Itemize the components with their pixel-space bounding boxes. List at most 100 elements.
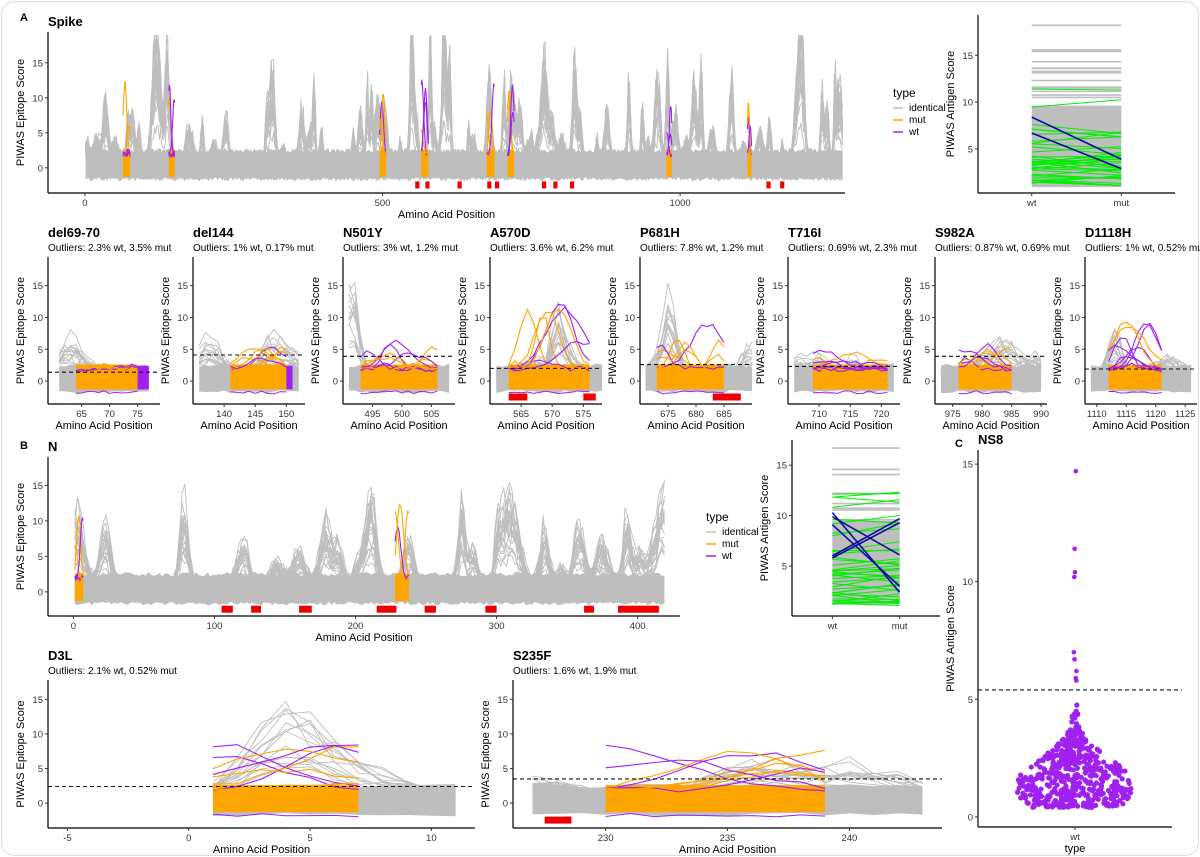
data-point: [1063, 788, 1069, 794]
changed-pair: [1031, 158, 1122, 163]
changed-pair: [1031, 176, 1122, 182]
data-point: [1038, 786, 1044, 792]
y-axis-title: PIWAS Epitope Score: [1052, 277, 1064, 384]
x-tick-label: 140: [216, 409, 232, 420]
data-point: [1053, 764, 1059, 770]
data-point: [1065, 772, 1071, 779]
x-tick-label: 1120: [1146, 409, 1166, 420]
mut-trace: [229, 348, 287, 367]
y-tick-label: 5: [38, 552, 43, 563]
data-point: [1071, 714, 1077, 720]
x-tick-label: 675: [660, 409, 676, 420]
y-tick-label: 10: [327, 313, 338, 324]
mut-trace: [605, 749, 826, 793]
wt-trace: [746, 124, 753, 154]
wt-trace: [230, 390, 287, 395]
data-point: [1074, 803, 1081, 809]
x-tick-label: -5: [63, 833, 71, 844]
identical-trace: [212, 707, 456, 797]
panel-n: 0 5 10 15 0 100 200 300 400 Amino Acid Position PI…: [15, 439, 680, 644]
x-tick-label: 235: [720, 833, 736, 844]
chart-title: T716I: [788, 225, 821, 240]
identical-band: [74, 571, 665, 606]
mut-trace: [958, 348, 1012, 370]
x-axis-title: type: [1065, 843, 1086, 855]
epitope-marker: [712, 393, 741, 401]
data-point: [1056, 802, 1062, 808]
mut-band: [379, 149, 387, 177]
data-point: [1074, 702, 1080, 708]
panel-spike: 0 5 10 15 0 500 1000 Amino Acid Position PIWAS E…: [15, 14, 845, 221]
mutation-traces: [812, 349, 888, 394]
points: [1014, 468, 1134, 810]
chart-title: Spike: [48, 14, 83, 29]
wt-trace: [666, 106, 673, 156]
x-tick-label: 975: [945, 409, 961, 420]
wt-trace: [656, 344, 725, 370]
y-tick-label: 15: [1069, 281, 1080, 292]
data-point: [1028, 764, 1034, 770]
data-point: [1061, 742, 1067, 748]
data-point: [1058, 787, 1064, 794]
data-point: [1028, 786, 1034, 793]
changed-pair: [1031, 131, 1122, 135]
wt-trace: [360, 390, 438, 395]
identical-trace: [212, 766, 456, 799]
changed-pair: [1031, 162, 1122, 171]
mut-trace: [605, 771, 826, 790]
x-tick-label: 710: [811, 409, 827, 420]
data-point: [1018, 772, 1024, 778]
data-point: [1105, 773, 1111, 779]
mut-band: [666, 149, 672, 177]
x-tick-label: 400: [630, 621, 646, 632]
data-point: [1084, 752, 1090, 758]
data-point: [1093, 757, 1099, 763]
chart-subtitle: Outliers: 1.6% wt, 1.9% mut: [513, 666, 637, 677]
data-point: [1078, 734, 1084, 741]
wt-trace: [958, 342, 1012, 368]
mut-trace: [1108, 321, 1162, 368]
data-point: [1024, 787, 1030, 793]
wt-trace: [958, 349, 1012, 372]
y-axis-title: PIWAS Antigen Score: [759, 475, 771, 582]
wt-trace: [360, 339, 438, 371]
data-point: [1087, 758, 1093, 764]
x-axis-title: Amino Acid Position: [55, 420, 152, 432]
chart-title: S982A: [935, 225, 975, 240]
data-point: [1038, 794, 1044, 800]
data-point: [1074, 668, 1079, 674]
y-tick-label: 0: [38, 587, 43, 598]
mut-trace: [75, 363, 138, 372]
mutation-traces: [75, 362, 149, 395]
data-point: [1067, 766, 1073, 772]
x-tick-label: 10: [426, 833, 437, 844]
epitope-marker: [457, 181, 462, 189]
x-tick-label: 0: [186, 833, 191, 844]
identical-traces: [74, 479, 665, 606]
mutation-traces: [360, 339, 438, 395]
y-tick-label: 10: [776, 511, 787, 522]
changed-pair: [832, 599, 900, 603]
panel-antigen-paired: 5 10 15 wt mut PIWAS Antigen Score: [759, 440, 940, 632]
data-point: [1046, 783, 1052, 789]
x-tick-label: 240: [841, 833, 857, 844]
data-point: [1072, 569, 1078, 575]
changed-pair: [1031, 181, 1122, 187]
data-point: [1054, 782, 1060, 788]
x-tick-label: 1110: [1087, 409, 1107, 420]
data-point: [1083, 801, 1089, 807]
data-point: [1046, 775, 1053, 781]
data-point: [1116, 772, 1122, 778]
data-point: [1060, 804, 1067, 810]
chart-subtitle: Outliers: 2.3% wt, 3.5% mut: [48, 243, 172, 254]
highlighted-pair: [831, 515, 901, 556]
y-axis-title: PIWAS Epitope Score: [15, 59, 27, 166]
y-tick-label: 0: [183, 377, 188, 388]
wt-trace: [75, 390, 138, 395]
changed-pair: [1031, 161, 1122, 174]
data-point: [1116, 762, 1122, 769]
mut-band: [507, 149, 515, 177]
epitope-marker: [584, 605, 594, 613]
mut-trace: [378, 117, 387, 158]
wt-band: [137, 365, 149, 390]
